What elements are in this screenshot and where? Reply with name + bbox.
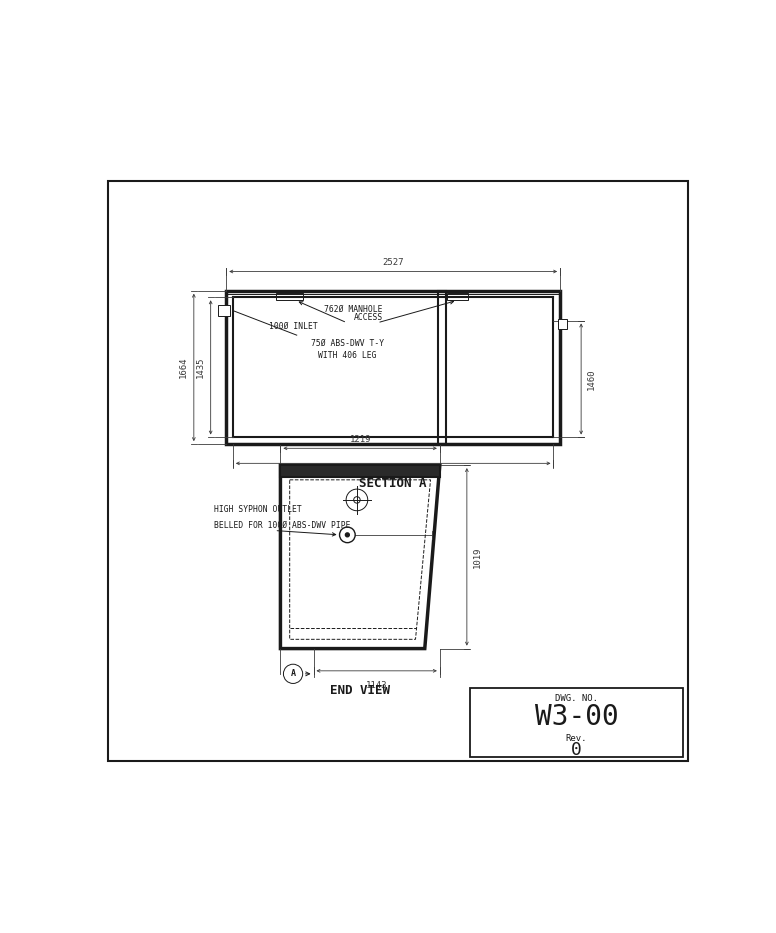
Text: SECTION A: SECTION A <box>359 477 427 490</box>
Text: Rev.: Rev. <box>566 733 587 743</box>
Text: 1143: 1143 <box>366 681 387 690</box>
Text: 100Ø INLET: 100Ø INLET <box>269 321 318 330</box>
Text: 0: 0 <box>571 741 582 759</box>
Bar <box>438 291 446 444</box>
Text: 1664: 1664 <box>178 356 188 378</box>
Text: 1435: 1435 <box>196 356 205 378</box>
Circle shape <box>345 533 349 536</box>
Text: 1019: 1019 <box>473 546 482 567</box>
Bar <box>469 688 684 757</box>
Text: W3-00: W3-00 <box>535 703 618 731</box>
Bar <box>280 466 440 477</box>
Bar <box>276 293 303 300</box>
Text: 762Ø MANHOLE: 762Ø MANHOLE <box>324 305 383 313</box>
Text: A: A <box>290 669 296 678</box>
Bar <box>447 293 468 300</box>
Bar <box>218 305 230 316</box>
Text: BELLED FOR 100Ø ABS-DWV PIPE: BELLED FOR 100Ø ABS-DWV PIPE <box>214 521 351 529</box>
Text: END VIEW: END VIEW <box>330 684 390 697</box>
Text: 75Ø ABS-DWV T-Y: 75Ø ABS-DWV T-Y <box>310 339 383 347</box>
Bar <box>227 291 560 444</box>
Text: ACCESS: ACCESS <box>354 313 383 322</box>
Text: HIGH SYPHON OUTLET: HIGH SYPHON OUTLET <box>214 505 302 513</box>
Text: DWG. NO.: DWG. NO. <box>555 693 598 703</box>
Text: 1460: 1460 <box>587 369 596 390</box>
Text: 2527: 2527 <box>383 258 404 267</box>
Bar <box>558 318 567 329</box>
Text: 1219: 1219 <box>349 435 371 444</box>
Text: WITH 406 LEG: WITH 406 LEG <box>318 351 376 360</box>
Text: 2464: 2464 <box>383 473 404 482</box>
